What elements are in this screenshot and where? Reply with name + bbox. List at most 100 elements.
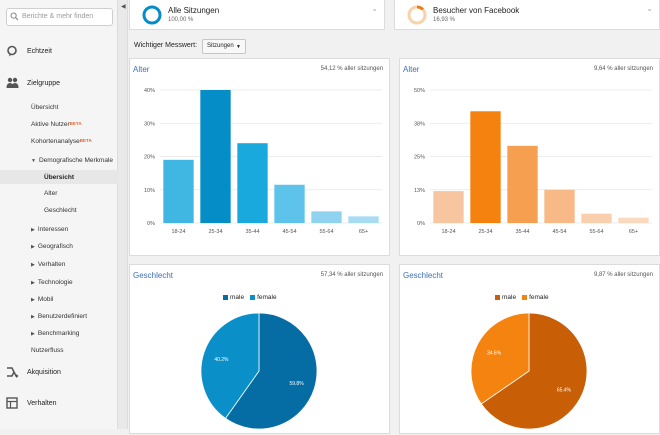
pie-slice <box>200 312 260 419</box>
panel-title: Alter <box>403 65 420 74</box>
x-tick-label: 18-24 <box>441 229 455 235</box>
bar <box>348 216 379 223</box>
segment-name: Alle Sitzungen <box>168 6 220 15</box>
selected-highlight <box>0 170 118 184</box>
collapsed-triangle-icon: ▶ <box>31 280 35 286</box>
legend-item-male[interactable]: male <box>223 294 244 301</box>
y-tick-label: 30% <box>144 121 155 127</box>
audience-icon <box>6 77 19 88</box>
nav-alter[interactable]: Alter <box>44 190 58 197</box>
y-tick-label: 13% <box>414 188 425 194</box>
segment-ring-icon <box>142 5 162 25</box>
nav-mobil-label: Mobil <box>37 296 54 303</box>
nav-echtzeit-label: Echtzeit <box>27 47 52 55</box>
legend-item-female[interactable]: female <box>522 294 549 301</box>
panel-title: Geschlecht <box>403 271 444 280</box>
panel-subtitle: 9,87 % aller sitzungen <box>593 272 653 278</box>
bar <box>274 184 305 223</box>
panel-subtitle: 54,12 % aller sitzungen <box>320 66 383 72</box>
x-tick-label: 55-64 <box>319 229 333 235</box>
pie-value-label: 59.8% <box>289 381 304 387</box>
gender-pie-chart-right: 65.4% 34.6% <box>470 312 588 430</box>
search-placeholder: Berichte & mehr finden <box>22 13 94 20</box>
y-tick-label: 0% <box>417 221 425 227</box>
nav-demo-uebersicht[interactable]: Übersicht <box>44 174 74 181</box>
caret-down-icon: ▼ <box>236 44 241 50</box>
nav-demografische-merkmale[interactable]: ▼ Demografische Merkmale <box>31 157 113 164</box>
legend-label: female <box>257 294 277 301</box>
sidebar-collapse-handle[interactable]: ◀ <box>118 0 128 429</box>
legend-label: female <box>529 294 549 301</box>
nav-kohortenanalyse[interactable]: KohortenanalyseBETA <box>31 138 92 145</box>
x-tick-label: 35-44 <box>515 229 529 235</box>
nav-nutzerfluss[interactable]: Nutzerfluss <box>31 347 64 354</box>
pie-value-label: 40.2% <box>214 357 229 363</box>
nav-geografisch[interactable]: ▶ Geografisch <box>31 243 73 250</box>
main-content: Alle Sitzungen 100,00 % ⌄ Besucher von F… <box>129 0 660 434</box>
search-icon <box>10 12 19 21</box>
segment-name: Besucher von Facebook <box>433 6 520 15</box>
x-tick-label: 45-54 <box>282 229 296 235</box>
bar <box>581 213 612 223</box>
nav-zielgruppe-label: Zielgruppe <box>27 79 61 87</box>
realtime-icon <box>7 45 17 57</box>
collapse-arrow-icon: ◀ <box>121 4 126 10</box>
y-tick-label: 10% <box>144 188 155 194</box>
bar <box>163 159 194 223</box>
segment-card-all[interactable]: Alle Sitzungen 100,00 % ⌄ <box>129 0 385 30</box>
nav-verhalten-label: Verhalten <box>27 399 57 407</box>
y-tick-label: 20% <box>144 155 155 161</box>
nav-verhalten-sub[interactable]: ▶ Verhalten <box>31 261 65 268</box>
collapsed-triangle-icon: ▶ <box>31 227 35 233</box>
segment-ring-icon <box>407 5 427 25</box>
bar <box>200 90 231 223</box>
nav-benchmarking-label: Benchmarking <box>37 330 80 337</box>
pie-legend: male female <box>495 294 549 301</box>
age-panel-left: Alter 54,12 % aller sitzungen 0% 10% 20% 30… <box>129 58 390 256</box>
nav-uebersicht[interactable]: Übersicht <box>31 104 59 111</box>
bar <box>470 111 501 223</box>
gender-panel-left: Geschlecht 57,34 % aller sitzungen male … <box>129 264 390 434</box>
age-bar-chart-right: 0% 13% 25% 38% 50% 18-24 25-34 35-44 45-54 55-64 6… <box>414 88 652 235</box>
nav-aktive-nutzer[interactable]: Aktive NutzerBETA <box>31 121 82 128</box>
pie-legend: male female <box>223 294 277 301</box>
nav-interessen[interactable]: ▶ Interessen <box>31 226 68 233</box>
segment-percentage: 16,93 % <box>433 17 456 23</box>
y-tick-label: 25% <box>414 155 425 161</box>
nav-mobil[interactable]: ▶ Mobil <box>31 296 53 303</box>
sidebar: Berichte & mehr finden Echtzeit Zielgrup… <box>0 0 118 429</box>
x-tick-label: 25-34 <box>478 229 492 235</box>
chevron-down-icon[interactable]: ⌄ <box>371 4 378 13</box>
nav-geschlecht[interactable]: Geschlecht <box>44 207 77 214</box>
y-tick-label: 50% <box>414 88 425 94</box>
expanded-triangle-icon: ▼ <box>31 158 36 164</box>
nav-benchmarking[interactable]: ▶ Benchmarking <box>31 330 79 337</box>
nav-interessen-label: Interessen <box>37 226 69 233</box>
pie-slice <box>480 312 588 430</box>
bar <box>237 143 268 223</box>
pie-value-label: 65.4% <box>557 387 572 393</box>
nav-technologie[interactable]: ▶ Technologie <box>31 279 73 286</box>
y-tick-label: 38% <box>414 121 425 127</box>
beta-badge: BETA <box>79 138 92 143</box>
collapsed-triangle-icon: ▶ <box>31 297 35 303</box>
nav-akquisition-label: Akquisition <box>27 368 61 376</box>
x-tick-label: 35-44 <box>245 229 259 235</box>
chevron-down-icon[interactable]: ⌄ <box>646 4 653 13</box>
search-input[interactable]: Berichte & mehr finden <box>6 8 113 26</box>
acquisition-icon <box>7 367 19 378</box>
nav-kohortenanalyse-label: Kohortenanalyse <box>31 138 80 145</box>
metric-dropdown[interactable]: Sitzungen ▼ <box>202 39 246 54</box>
bar <box>311 211 342 223</box>
legend-item-male[interactable]: male <box>495 294 516 301</box>
gender-panel-right: Geschlecht 9,87 % aller sitzungen male f… <box>399 264 660 434</box>
x-tick-label: 25-34 <box>208 229 222 235</box>
legend-item-female[interactable]: female <box>250 294 277 301</box>
metric-label: Wichtiger Messwert: <box>134 42 198 49</box>
nav-geografisch-label: Geografisch <box>37 243 73 250</box>
x-tick-label: 55-64 <box>589 229 603 235</box>
collapsed-triangle-icon: ▶ <box>31 331 35 337</box>
segment-card-facebook[interactable]: Besucher von Facebook 16,93 % ⌄ <box>394 0 660 30</box>
nav-benutzerdefiniert[interactable]: ▶ Benutzerdefiniert <box>31 313 87 320</box>
x-tick-label: 18-24 <box>171 229 185 235</box>
